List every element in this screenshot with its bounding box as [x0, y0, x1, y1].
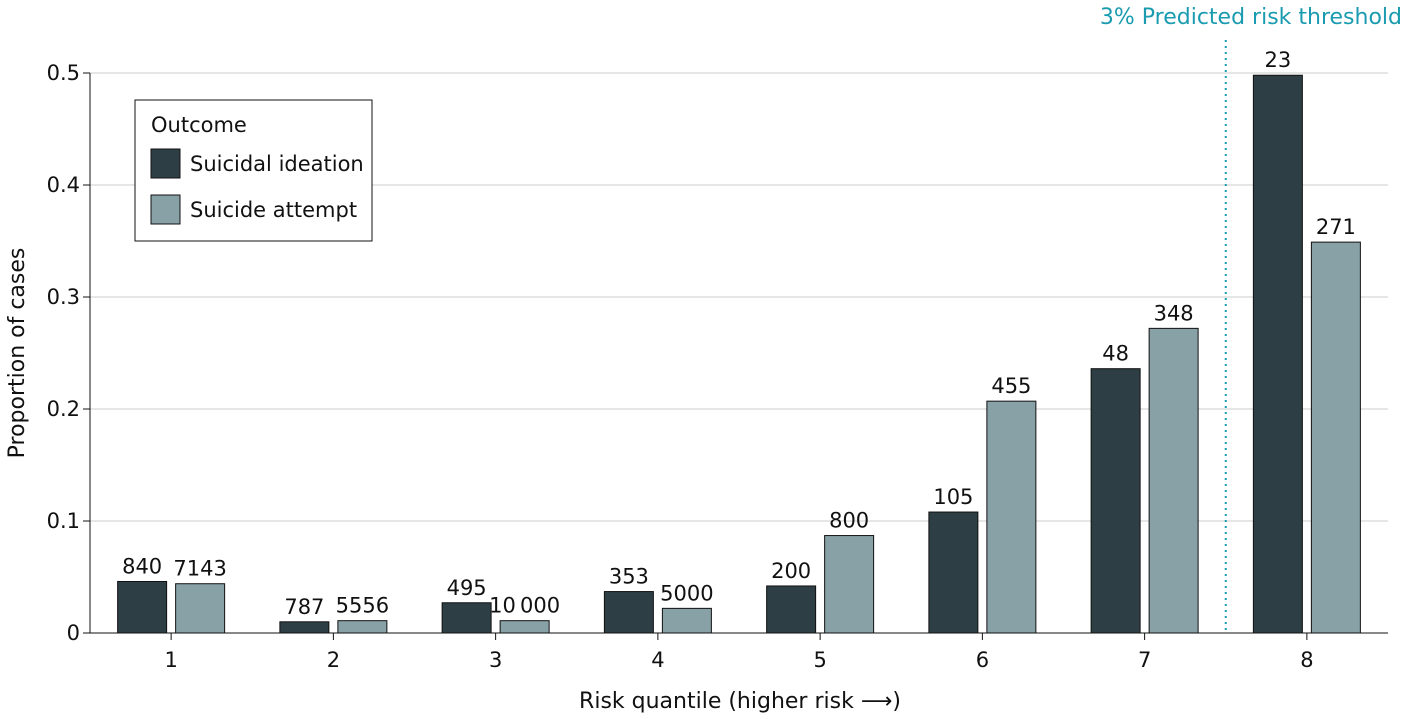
- legend-label-suicide-attempt: Suicide attempt: [190, 198, 357, 222]
- data-label: 200: [771, 559, 811, 583]
- data-label: 455: [991, 374, 1031, 398]
- data-label: 787: [284, 595, 324, 619]
- legend-swatch-suicidal-ideation: [150, 148, 181, 179]
- data-label: 105: [933, 485, 973, 509]
- x-tick-label: 6: [976, 648, 989, 672]
- y-tick-label: 0.2: [47, 397, 80, 421]
- data-label: 800: [829, 509, 869, 533]
- data-label: 348: [1154, 301, 1194, 325]
- y-axis-title: Proportion of cases: [5, 248, 30, 459]
- data-label: 353: [609, 565, 649, 589]
- y-tick-label: 0.1: [47, 509, 80, 533]
- threshold-label: 3% Predicted risk threshold: [1100, 5, 1402, 30]
- bar: [279, 621, 330, 634]
- bar: [441, 602, 492, 634]
- x-tick-label: 3: [489, 648, 502, 672]
- bar: [986, 400, 1037, 634]
- data-label: 495: [447, 576, 487, 600]
- legend-title: Outcome: [151, 113, 247, 137]
- x-axis-title: Risk quantile (higher risk ⟶): [579, 689, 901, 714]
- bar: [824, 535, 875, 634]
- bar: [661, 607, 712, 634]
- data-label: 10 000: [489, 594, 560, 618]
- data-label: 5000: [660, 581, 713, 605]
- data-label: 5556: [336, 594, 389, 618]
- data-label: 7143: [173, 557, 226, 581]
- data-label: 840: [122, 554, 162, 578]
- data-label: 271: [1316, 215, 1356, 239]
- bar: [337, 620, 388, 634]
- bar: [175, 583, 226, 634]
- bar: [117, 580, 168, 634]
- bar: [499, 620, 550, 634]
- bar: [1148, 327, 1199, 634]
- bar: [928, 511, 979, 634]
- legend-swatch-suicide-attempt: [150, 194, 181, 225]
- bar: [766, 585, 817, 634]
- y-tick-label: 0: [67, 621, 80, 645]
- x-tick-label: 8: [1300, 648, 1313, 672]
- x-tick-label: 7: [1138, 648, 1151, 672]
- data-label: 48: [1102, 342, 1129, 366]
- bar: [603, 591, 654, 634]
- axes: 0 0.1 0.2 0.3 0.4 0.5 1 2 3 4 5 6 7 8: [47, 61, 1388, 672]
- x-tick-label: 5: [813, 648, 826, 672]
- legend: Outcome Suicidal ideation Suicide attemp…: [134, 99, 373, 242]
- x-tick-label: 4: [651, 648, 664, 672]
- bar: [1252, 74, 1303, 634]
- x-tick-label: 1: [164, 648, 177, 672]
- x-tick-label: 2: [327, 648, 340, 672]
- threshold-marker: 3% Predicted risk threshold: [1100, 5, 1402, 633]
- y-tick-label: 0.5: [47, 61, 80, 85]
- bar: [1090, 368, 1141, 634]
- y-tick-label: 0.4: [47, 173, 80, 197]
- data-label: 23: [1265, 48, 1292, 72]
- bars: [117, 74, 1361, 634]
- legend-label-suicidal-ideation: Suicidal ideation: [190, 152, 364, 176]
- y-tick-label: 0.3: [47, 285, 80, 309]
- bar: [1310, 241, 1361, 634]
